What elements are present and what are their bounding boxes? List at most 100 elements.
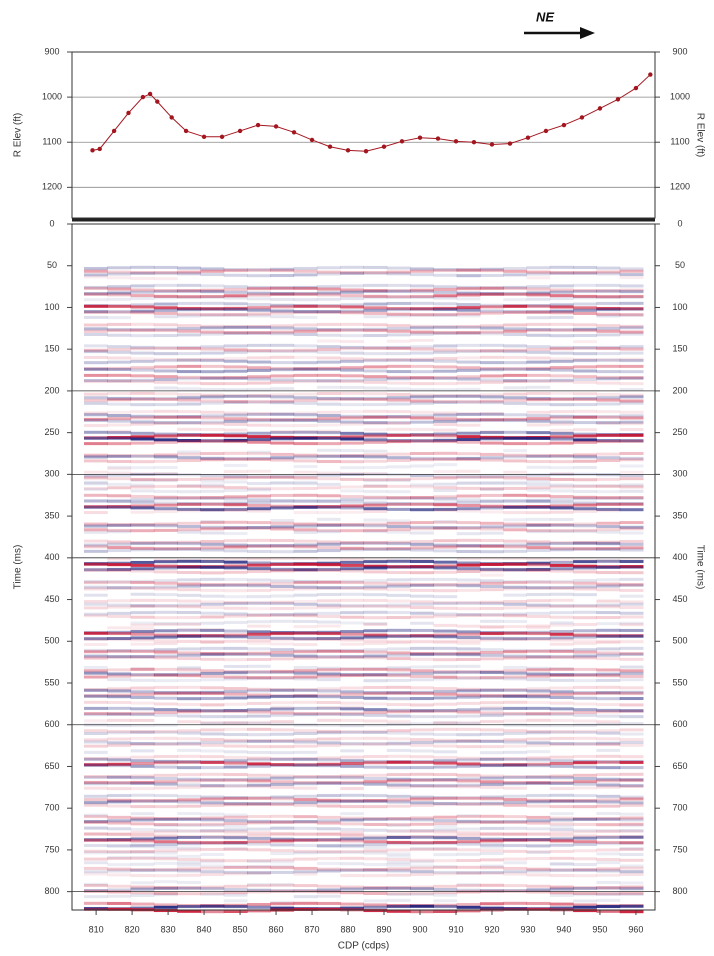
seismic-trace [364,579,388,582]
seismic-trace [480,827,504,830]
elevation-point [490,142,494,146]
seismic-trace [107,794,131,797]
seismic-trace [596,528,620,531]
seismic-trace [154,857,178,860]
seismic-trace [457,369,481,372]
seismic-trace [527,466,551,469]
seismic-trace [317,329,341,332]
seismic-trace [387,657,411,660]
seismic-trace [177,616,201,619]
seismic-trace [107,442,131,445]
seismic-trace [457,866,481,869]
seismic-trace [596,766,620,769]
seismic-trace [620,503,644,506]
seismic-trace [550,756,574,759]
seismic-trace [596,416,620,419]
seismic-trace [131,845,155,848]
seismic-trace [84,528,108,531]
y-axis-title: R Elev (ft) [13,113,24,157]
seismic-trace [340,687,364,690]
seismic-trace [596,290,620,293]
seismic-trace [224,401,248,404]
seismic-trace [270,740,294,743]
seismic-trace [410,589,434,592]
seismic-trace [340,305,364,308]
seismic-trace [503,861,527,864]
seismic-trace [596,616,620,619]
seismic-trace [503,557,527,560]
seismic-trace [433,602,457,605]
seismic-trace [294,494,318,497]
seismic-trace [317,351,341,354]
seismic-trace [154,381,178,384]
seismic-trace [154,909,178,912]
seismic-trace [457,614,481,617]
seismic-trace [270,803,294,806]
seismic-trace [154,761,178,764]
seismic-trace [457,758,481,761]
seismic-trace [84,643,108,646]
seismic-trace [550,548,574,551]
seismic-trace [457,903,481,906]
seismic-trace [154,309,178,312]
seismic-trace [480,356,504,359]
seismic-trace [527,701,551,704]
seismic-trace [340,311,364,314]
seismic-trace [457,470,481,473]
seismic-trace [573,566,597,569]
seismic-trace [503,782,527,785]
seismic-trace [527,386,551,389]
seismic-trace [154,579,178,582]
seismic-trace [550,429,574,432]
seismic-trace [573,639,597,642]
seismic-trace [620,477,644,480]
seismic-trace [527,288,551,291]
seismic-trace [503,550,527,553]
seismic-trace [503,396,527,399]
seismic-trace [84,867,108,870]
x-tick-label: 860 [269,924,284,934]
seismic-trace [107,356,131,359]
seismic-trace [340,561,364,564]
seismic-trace [480,550,504,553]
seismic-trace [410,578,434,581]
seismic-trace [457,859,481,862]
seismic-trace [387,308,411,311]
seismic-trace [503,298,527,301]
seismic-trace [107,380,131,383]
seismic-trace [457,602,481,605]
seismic-trace [270,387,294,390]
seismic-trace [224,762,248,765]
seismic-trace [224,836,248,839]
seismic-trace [433,825,457,828]
seismic-trace [247,872,271,875]
seismic-trace [247,745,271,748]
seismic-trace [457,828,481,831]
seismic-trace [154,266,178,269]
seismic-trace [177,324,201,327]
seismic-trace [550,743,574,746]
seismic-trace [503,603,527,606]
seismic-trace [317,744,341,747]
seismic-trace [503,776,527,779]
seismic-trace [270,453,294,456]
seismic-trace [131,787,155,790]
seismic-trace [433,750,457,753]
seismic-trace [154,312,178,315]
seismic-trace [550,542,574,545]
seismic-trace [154,460,178,463]
seismic-trace [131,903,155,906]
seismic-trace [550,438,574,441]
seismic-trace [84,531,108,534]
seismic-trace [503,350,527,353]
seismic-trace [573,460,597,463]
seismic-trace [410,848,434,851]
seismic-trace [480,453,504,456]
seismic-trace [131,869,155,872]
seismic-trace [503,323,527,326]
seismic-trace [177,560,201,563]
seismic-trace [550,737,574,740]
seismic-trace [131,857,155,860]
seismic-trace [480,695,504,698]
seismic-trace [503,361,527,364]
